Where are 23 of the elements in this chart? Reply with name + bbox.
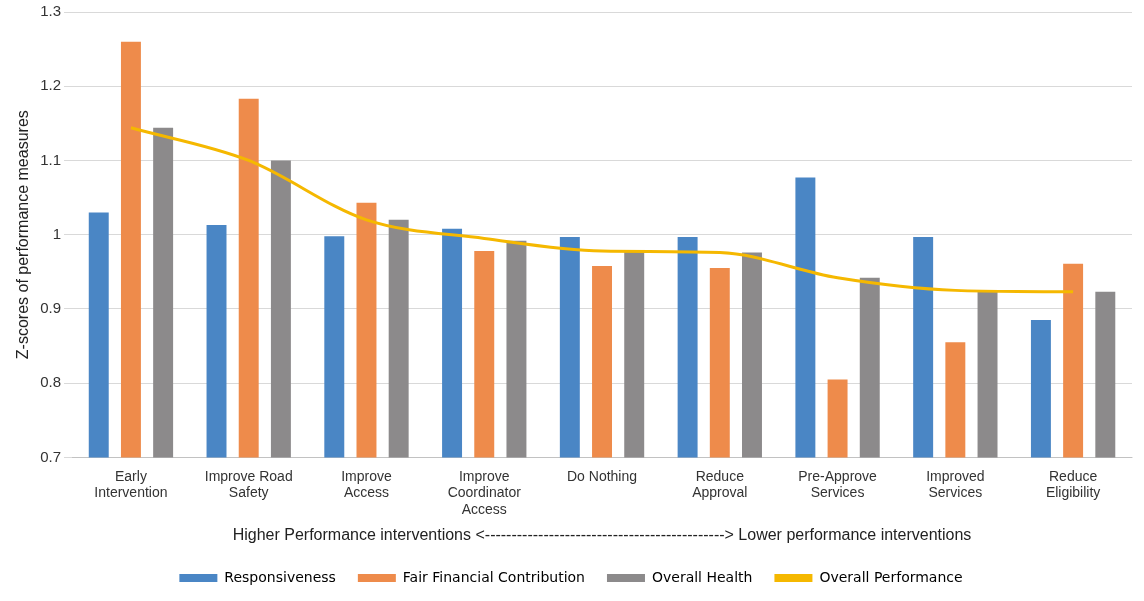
y-tick-label: 0.7 <box>40 447 62 465</box>
legend-label: Overall Health <box>651 568 753 585</box>
y-tick-label: 0.9 <box>40 299 62 317</box>
y-tick-label: 0.8 <box>40 373 62 391</box>
y-tick-label: 1.2 <box>40 76 62 94</box>
x-tick-label: Reduce Approval <box>692 467 748 501</box>
y-axis-title: Z-scores of performance measures <box>14 110 32 360</box>
x-axis-title: Higher Performance interventions <---------------------------------------------> Lower performance interventions <box>232 525 972 543</box>
y-tick-label: 1.1 <box>40 150 62 168</box>
x-tick-label: Improve Road Safety <box>204 467 293 501</box>
x-tick-label: Improve Access <box>341 467 392 501</box>
x-tick-label: Do Nothing <box>567 467 638 484</box>
legend-label: Responsiveness <box>224 568 336 585</box>
x-tick-label: Pre-Approve Services <box>798 467 878 501</box>
x-tick-label: Improved Services <box>926 467 985 501</box>
y-tick-label: 1 <box>52 224 62 242</box>
legend-label: Overall Performance <box>819 568 963 585</box>
x-tick-label: Early Intervention <box>94 467 168 501</box>
line-series <box>129 126 1075 294</box>
legend-label: Fair Financial Contribution <box>402 568 585 585</box>
x-tick-label: Reduce Eligibility <box>1045 467 1101 501</box>
x-tick-label: Improve Coordinator Access <box>447 467 522 518</box>
y-tick-label: 1.3 <box>40 2 62 20</box>
